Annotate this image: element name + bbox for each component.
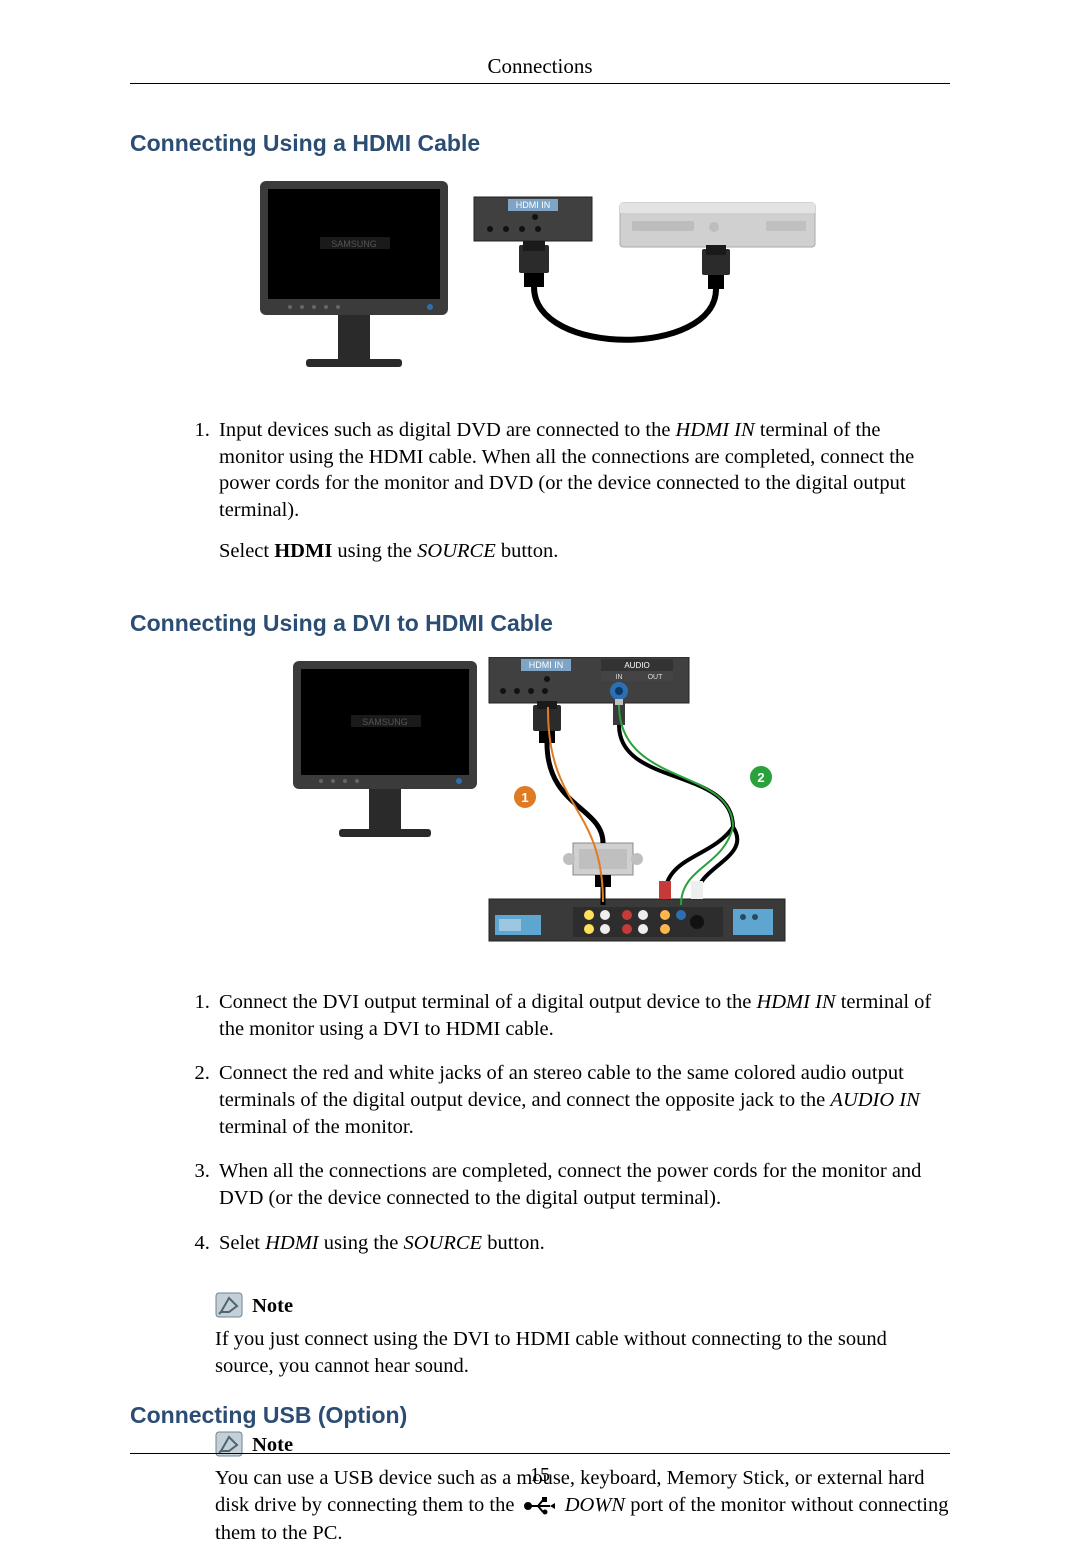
svg-text:AUDIO: AUDIO [624, 661, 649, 670]
running-header: Connections [130, 54, 950, 83]
hdmi-steps: Input devices such as digital DVD are co… [215, 417, 950, 582]
hdmi-step-1: Input devices such as digital DVD are co… [215, 417, 950, 582]
footer-rule [130, 1453, 950, 1454]
dvi-diagram: SAMSUNG HDMI IN AUDIO IN OUT [293, 657, 787, 945]
note-label: Note [252, 1295, 293, 1317]
header-rule [130, 83, 950, 84]
usb-icon [524, 1497, 556, 1515]
page-number: 15 [530, 1464, 550, 1486]
dvi-step-4: Selet HDMI using the SOURCE button. [215, 1230, 950, 1275]
svg-text:1: 1 [521, 790, 528, 805]
settop-box [489, 899, 785, 941]
hdmi-cable [519, 241, 730, 340]
hdmi-diagram: SAMSUNG HDMI IN [260, 177, 820, 373]
monitor-icon: SAMSUNG [260, 181, 448, 367]
dvi-steps: Connect the DVI output terminal of a dig… [215, 989, 950, 1274]
monitor-icon: SAMSUNG [293, 661, 477, 837]
section-title-dvi: Connecting Using a DVI to HDMI Cable [130, 610, 950, 637]
port-panel: HDMI IN AUDIO IN OUT [489, 657, 689, 703]
dvi-step-1: Connect the DVI output terminal of a dig… [215, 989, 950, 1060]
svg-text:SAMSUNG: SAMSUNG [331, 239, 377, 249]
note-icon [215, 1292, 243, 1318]
dvd-player-icon [620, 203, 815, 247]
section-title-usb: Connecting USB (Option) [130, 1402, 950, 1429]
hdmi-port-panel: HDMI IN [474, 197, 592, 241]
figure-dvi: SAMSUNG HDMI IN AUDIO IN OUT [130, 657, 950, 945]
dvi-note-row: Note [215, 1292, 950, 1318]
svg-text:HDMI IN: HDMI IN [529, 660, 564, 670]
audio-cable: 2 [613, 699, 773, 905]
figure-hdmi: SAMSUNG HDMI IN [130, 177, 950, 373]
dvi-step-2: Connect the red and white jacks of an st… [215, 1060, 950, 1158]
svg-text:IN: IN [616, 674, 623, 681]
page: Connections Connecting Using a HDMI Cabl… [0, 0, 1080, 1527]
svg-text:2: 2 [757, 770, 764, 785]
dvi-step-3: When all the connections are completed, … [215, 1158, 950, 1229]
svg-text:OUT: OUT [648, 674, 664, 681]
svg-text:HDMI IN: HDMI IN [516, 200, 551, 210]
dvi-note-text: If you just connect using the DVI to HDM… [215, 1326, 950, 1379]
svg-text:SAMSUNG: SAMSUNG [362, 717, 408, 727]
section-title-hdmi: Connecting Using a HDMI Cable [130, 130, 950, 157]
page-footer: 15 [130, 1453, 950, 1487]
